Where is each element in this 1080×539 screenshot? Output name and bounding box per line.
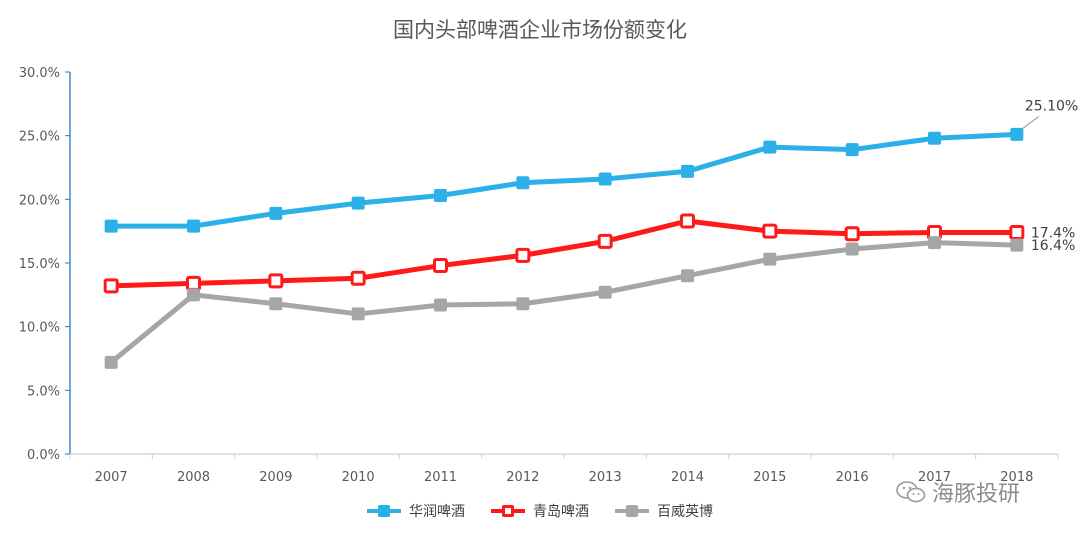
data-point [681, 269, 694, 283]
data-point [351, 196, 365, 210]
data-point [845, 242, 859, 256]
data-point [598, 172, 612, 186]
x-tick-label: 2012 [506, 470, 539, 485]
legend: 华润啤酒 青岛啤酒 百威英博 [0, 500, 1080, 522]
legend-label: 百威英博 [657, 504, 713, 520]
legend-swatch [615, 505, 649, 517]
data-point [515, 247, 531, 263]
watermark: 海豚投研 [896, 476, 1020, 508]
legend-item: 百威英博 [615, 501, 713, 521]
x-tick-label: 2016 [836, 470, 869, 485]
data-point [845, 143, 859, 157]
series-line-1 [108, 131, 1020, 229]
data-point [186, 275, 201, 291]
x-tick-label: 2011 [424, 470, 457, 485]
y-tick-label: 5.0% [27, 384, 60, 399]
data-point [1009, 224, 1025, 240]
data-point [763, 252, 777, 266]
data-point [844, 226, 860, 242]
data-point [434, 189, 447, 203]
data-point [350, 270, 366, 286]
y-tick-label: 25.0% [19, 130, 60, 145]
data-label: 25.10% [1025, 98, 1078, 114]
data-point [104, 355, 118, 369]
legend-label: 青岛啤酒 [533, 504, 589, 520]
x-tick-label: 2009 [259, 470, 292, 485]
watermark-text: 海豚投研 [932, 482, 1021, 507]
y-tick-label: 30.0% [19, 66, 60, 81]
data-point [1010, 238, 1024, 252]
data-point [269, 297, 283, 311]
y-tick-label: 10.0% [19, 321, 60, 336]
data-point [762, 223, 778, 239]
chart-title: 国内头部啤酒企业市场份额变化 [393, 18, 687, 42]
data-point [434, 298, 447, 312]
x-tick-label: 2008 [177, 470, 210, 485]
legend-item: 华润啤酒 [367, 501, 465, 521]
wechat-icon [896, 481, 926, 503]
x-tick-label: 2014 [671, 470, 704, 485]
data-point [104, 219, 118, 233]
x-tick-label: 2007 [95, 470, 128, 485]
data-point [928, 236, 941, 250]
data-point [268, 273, 284, 289]
leader-line [1022, 115, 1040, 129]
y-tick-label: 15.0% [19, 257, 60, 272]
data-point [269, 206, 283, 220]
data-point [681, 164, 694, 178]
legend-swatch [491, 505, 525, 517]
data-point [516, 176, 530, 190]
y-tick-label: 0.0% [27, 448, 60, 463]
data-point [680, 213, 695, 229]
data-point [187, 288, 200, 302]
legend-item: 青岛啤酒 [491, 501, 589, 521]
data-point [516, 297, 530, 311]
data-label: 16.4% [1031, 238, 1075, 254]
x-tick-label: 2018 [1000, 470, 1033, 485]
data-point [763, 140, 777, 154]
x-tick-label: 2010 [342, 470, 375, 485]
series-line-2 [108, 218, 1020, 289]
data-point [433, 258, 448, 274]
legend-label: 华润啤酒 [409, 504, 465, 520]
data-point [598, 285, 612, 299]
x-tick-label: 2015 [753, 470, 786, 485]
data-point [187, 219, 200, 233]
data-label: 17.4% [1031, 225, 1075, 241]
y-tick-label: 20.0% [19, 193, 60, 208]
x-tick-label: 2017 [918, 470, 951, 485]
data-point [928, 131, 941, 145]
data-point [1010, 127, 1024, 141]
data-point [597, 233, 613, 249]
legend-swatch [367, 505, 401, 517]
series-line-3 [108, 240, 1020, 365]
data-point [103, 278, 119, 294]
x-tick-label: 2013 [589, 470, 622, 485]
data-point [351, 307, 365, 321]
